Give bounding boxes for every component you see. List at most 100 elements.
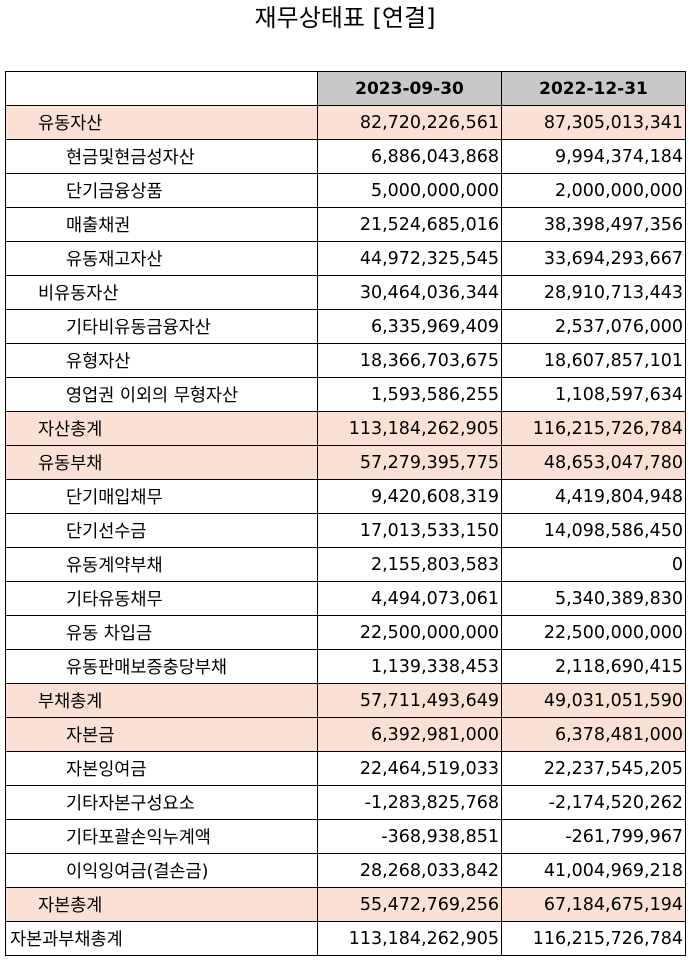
row-label: 유동 차입금: [5, 615, 318, 650]
value-2022: 1,108,597,634: [501, 377, 686, 412]
table-row: 유동판매보증충당부채 1,139,338,453 2,118,690,415: [5, 649, 686, 684]
value-2022: 18,607,857,101: [501, 343, 686, 378]
table-row: 비유동자산 30,464,036,344 28,910,713,443: [5, 275, 686, 310]
table-row: 기타자본구성요소 -1,283,825,768 -2,174,520,262: [5, 785, 686, 820]
value-2023: 17,013,533,150: [317, 513, 502, 548]
value-2022: 22,500,000,000: [501, 615, 686, 650]
value-2023: 57,279,395,775: [317, 445, 502, 480]
row-label: 단기선수금: [5, 513, 318, 548]
value-2023: 22,500,000,000: [317, 615, 502, 650]
header-label-cell: [5, 71, 318, 106]
table-row: 기타포괄손익누계액 -368,938,851 -261,799,967: [5, 819, 686, 854]
row-label: 비유동자산: [5, 275, 318, 310]
value-2023: 55,472,769,256: [317, 887, 502, 922]
table-row: 기타비유동금융자산 6,335,969,409 2,537,076,000: [5, 309, 686, 344]
header-row: 2023-09-30 2022-12-31: [5, 71, 686, 106]
value-2022: 6,378,481,000: [501, 717, 686, 752]
value-2023: 1,593,586,255: [317, 377, 502, 412]
table-row: 자본과부채총계 113,184,262,905 116,215,726,784: [5, 921, 686, 956]
row-label: 기타비유동금융자산: [5, 309, 318, 344]
value-2023: 82,720,226,561: [317, 105, 502, 140]
value-2023: -368,938,851: [317, 819, 502, 854]
value-2023: 1,139,338,453: [317, 649, 502, 684]
value-2023: 113,184,262,905: [317, 411, 502, 446]
table-row: 단기금융상품 5,000,000,000 2,000,000,000: [5, 173, 686, 208]
row-label: 유동계약부채: [5, 547, 318, 582]
value-2022: -2,174,520,262: [501, 785, 686, 820]
value-2022: 2,537,076,000: [501, 309, 686, 344]
value-2022: 67,184,675,194: [501, 887, 686, 922]
row-label: 기타포괄손익누계액: [5, 819, 318, 854]
value-2022: 4,419,804,948: [501, 479, 686, 514]
value-2023: 9,420,608,319: [317, 479, 502, 514]
row-label: 자산총계: [5, 411, 318, 446]
row-label: 자본과부채총계: [5, 921, 318, 956]
value-2023: 57,711,493,649: [317, 683, 502, 718]
value-2022: 38,398,497,356: [501, 207, 686, 242]
column-header-2022: 2022-12-31: [501, 71, 686, 106]
value-2023: 28,268,033,842: [317, 853, 502, 888]
value-2022: 9,994,374,184: [501, 139, 686, 174]
value-2022: 48,653,047,780: [501, 445, 686, 480]
row-label: 자본잉여금: [5, 751, 318, 786]
value-2022: 0: [501, 547, 686, 582]
row-label: 유동판매보증충당부채: [5, 649, 318, 684]
column-header-2023: 2023-09-30: [317, 71, 502, 106]
value-2023: -1,283,825,768: [317, 785, 502, 820]
balance-sheet-table: 2023-09-30 2022-12-31 유동자산 82,720,226,56…: [5, 71, 686, 956]
table-row: 유동 차입금 22,500,000,000 22,500,000,000: [5, 615, 686, 650]
value-2022: 87,305,013,341: [501, 105, 686, 140]
table-row: 자본잉여금 22,464,519,033 22,237,545,205: [5, 751, 686, 786]
page-title: 재무상태표 [연결]: [254, 4, 436, 32]
row-label: 이익잉여금(결손금): [5, 853, 318, 888]
value-2023: 5,000,000,000: [317, 173, 502, 208]
row-label: 기타자본구성요소: [5, 785, 318, 820]
value-2022: 14,098,586,450: [501, 513, 686, 548]
value-2023: 18,366,703,675: [317, 343, 502, 378]
value-2023: 21,524,685,016: [317, 207, 502, 242]
value-2023: 6,392,981,000: [317, 717, 502, 752]
table-row: 유형자산 18,366,703,675 18,607,857,101: [5, 343, 686, 378]
value-2022: -261,799,967: [501, 819, 686, 854]
value-2022: 33,694,293,667: [501, 241, 686, 276]
value-2022: 22,237,545,205: [501, 751, 686, 786]
value-2023: 30,464,036,344: [317, 275, 502, 310]
table-row: 이익잉여금(결손금) 28,268,033,842 41,004,969,218: [5, 853, 686, 888]
table-row: 부채총계 57,711,493,649 49,031,051,590: [5, 683, 686, 718]
table-row: 자본금 6,392,981,000 6,378,481,000: [5, 717, 686, 752]
row-label: 자본금: [5, 717, 318, 752]
table-row: 유동계약부채 2,155,803,583 0: [5, 547, 686, 582]
table-row: 단기선수금 17,013,533,150 14,098,586,450: [5, 513, 686, 548]
table-row: 현금및현금성자산 6,886,043,868 9,994,374,184: [5, 139, 686, 174]
row-label: 현금및현금성자산: [5, 139, 318, 174]
row-label: 영업권 이외의 무형자산: [5, 377, 318, 412]
row-label: 매출채권: [5, 207, 318, 242]
table-row: 자본총계 55,472,769,256 67,184,675,194: [5, 887, 686, 922]
value-2022: 2,118,690,415: [501, 649, 686, 684]
row-label: 자본총계: [5, 887, 318, 922]
value-2023: 22,464,519,033: [317, 751, 502, 786]
row-label: 유형자산: [5, 343, 318, 378]
table-row: 유동자산 82,720,226,561 87,305,013,341: [5, 105, 686, 140]
value-2022: 5,340,389,830: [501, 581, 686, 616]
table-row: 영업권 이외의 무형자산 1,593,586,255 1,108,597,634: [5, 377, 686, 412]
value-2023: 6,335,969,409: [317, 309, 502, 344]
value-2022: 116,215,726,784: [501, 411, 686, 446]
table-row: 단기매입채무 9,420,608,319 4,419,804,948: [5, 479, 686, 514]
row-label: 유동자산: [5, 105, 318, 140]
table-row: 기타유동채무 4,494,073,061 5,340,389,830: [5, 581, 686, 616]
value-2023: 6,886,043,868: [317, 139, 502, 174]
row-label: 단기금융상품: [5, 173, 318, 208]
value-2023: 2,155,803,583: [317, 547, 502, 582]
table-row: 유동부채 57,279,395,775 48,653,047,780: [5, 445, 686, 480]
value-2022: 41,004,969,218: [501, 853, 686, 888]
value-2023: 4,494,073,061: [317, 581, 502, 616]
table-row: 유동재고자산 44,972,325,545 33,694,293,667: [5, 241, 686, 276]
value-2022: 2,000,000,000: [501, 173, 686, 208]
row-label: 기타유동채무: [5, 581, 318, 616]
value-2023: 113,184,262,905: [317, 921, 502, 956]
table-row: 매출채권 21,524,685,016 38,398,497,356: [5, 207, 686, 242]
value-2023: 44,972,325,545: [317, 241, 502, 276]
row-label: 부채총계: [5, 683, 318, 718]
row-label: 유동부채: [5, 445, 318, 480]
